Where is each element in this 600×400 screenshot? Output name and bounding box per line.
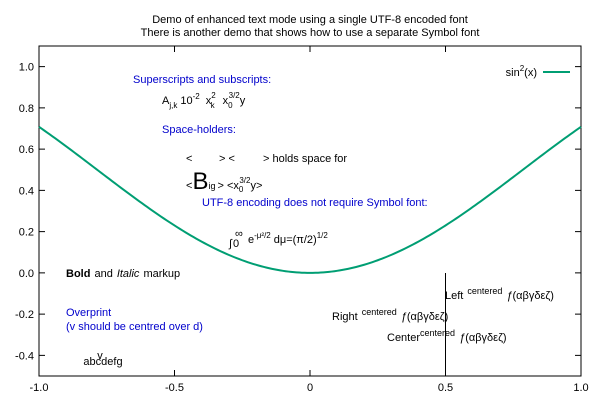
integral-lower: 0 [233,238,239,250]
big-x-sup: 3/2 [239,176,251,185]
and-word: and [94,268,112,280]
x-sup: 2 [211,91,216,100]
x0-tail: y [240,95,246,107]
center-word: Center [387,332,420,344]
a-sub: j,k [168,101,178,110]
y-tick-label-5: 0.6 [19,144,34,156]
big-x-sub: 0 [239,185,244,194]
overprint-text: abcdefg [83,356,122,368]
x-tick-label-1: -0.5 [165,382,184,394]
ph-close2: > holds space for [263,153,347,165]
superscripts-heading: Superscripts and subscripts: [133,74,271,86]
italic-word: Italic [117,268,140,280]
markup-line: Bold and Italic markup [66,268,180,280]
series-line-sin2 [38,126,582,274]
ph-close1: > < [219,153,235,165]
overprint-line-1: Overprint [66,307,111,319]
legend-label-rest: (x) [524,67,537,79]
right-word: Right [332,311,358,323]
legend-label-sup: 2 [520,64,525,73]
big-y: y> [250,180,262,192]
big-line: <Big > <x03/2y> [186,168,262,195]
int-pow: 1/2 [317,231,329,240]
right-sup: centered [362,307,397,317]
y-tick-label-1: -0.2 [15,309,34,321]
big-sub: ig [208,181,215,191]
legend-label-base: sin [506,67,520,79]
x-tick-label-3: 0.5 [438,382,453,394]
chart-title-line-1: Demo of enhanced text mode using a singl… [152,14,468,26]
y-tick-label-3: 0.2 [19,227,34,239]
center-f: ƒ [459,332,465,344]
spaceholders-heading: Space-holders: [162,124,236,136]
left-centered-label: Left centered ƒ(αβγδεζ) [445,286,554,302]
x-base: x [206,95,212,107]
right-greek: (αβγδεζ) [407,311,448,323]
ten-sup: -2 [193,92,201,101]
big-open: < [186,180,192,192]
right-f: ƒ [401,311,407,323]
spaceholder-line: < > < > holds space for [186,153,347,165]
bold-word: Bold [66,268,90,280]
overprint-line-2: (v should be centred over d) [66,321,203,333]
superscript-examples: Aj,k 10-2 x2 k x03/2y [162,91,246,110]
left-word: Left [445,290,463,302]
int-e: e [248,234,254,246]
ph-open: < [186,153,192,165]
center-greek: (αβγδεζ) [465,332,506,344]
int-exp: -μ²/2 [254,231,271,240]
left-greek: (αβγδεζ) [513,290,554,302]
utf8-note: UTF-8 encoding does not require Symbol f… [202,197,428,209]
y-tick-label-0: -0.4 [15,350,34,362]
x-tick-label-2: 0 [307,382,313,394]
y-tick-label-4: 0.4 [19,185,34,197]
x-sub: k [211,101,216,110]
ten-base: 10 [180,95,192,107]
legend: sin2(x) [506,64,570,79]
y-tick-label-7: 1.0 [19,62,34,74]
legend-label: sin2(x) [506,64,537,79]
x-tick-label-4: 1.0 [573,382,588,394]
integral-upper: ∞ [235,228,243,240]
int-dmu: dμ=(π/2) [274,234,317,246]
x0-base: x [223,95,229,107]
y-tick-label-2: 0.0 [19,268,34,280]
y-tick-label-6: 0.8 [19,103,34,115]
big-B: B [192,168,208,195]
x-tick-label-0: -1.0 [30,382,49,394]
a-base: A [162,95,170,107]
left-sup: centered [467,286,502,296]
integral-sign: ∫ [228,238,233,250]
right-centered-label: Right centered ƒ(αβγδεζ) [332,307,448,323]
x0-sup: 3/2 [229,91,241,100]
x0-sub: 0 [228,101,233,110]
left-f: ƒ [506,290,512,302]
big-tail: > <x [217,180,239,192]
markup-word: markup [143,268,180,280]
overprint-v: v [97,350,103,362]
center-sup: centered [420,328,455,338]
chart-title-line-2: There is another demo that shows how to … [141,27,480,39]
integral-body: e-μ²/2 dμ=(π/2)1/2 [248,231,328,246]
center-centered-label: Centercentered ƒ(αβγδεζ) [387,328,507,344]
axis-ticks: -1.0 -0.5 0 0.5 1.0 -0.4 -0.2 0.0 0.2 0.4 0.6 0.8 1.… [15,46,589,394]
